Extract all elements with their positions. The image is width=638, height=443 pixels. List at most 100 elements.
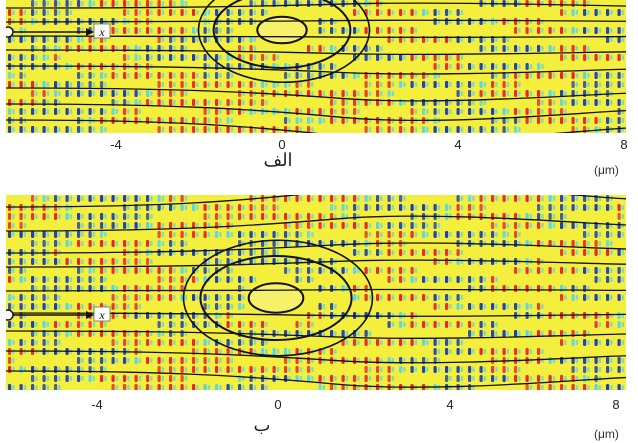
wave-cell bbox=[422, 339, 426, 346]
wave-cell bbox=[479, 330, 483, 337]
wave-cell-halo bbox=[552, 376, 556, 381]
wave-cell bbox=[456, 303, 460, 310]
wave-cell bbox=[410, 81, 414, 88]
wave-cell-halo bbox=[276, 214, 280, 219]
wave-cell bbox=[157, 321, 161, 328]
wave-cell bbox=[42, 366, 46, 373]
wave-cell bbox=[341, 27, 345, 34]
wave-cell bbox=[364, 285, 368, 292]
wave-cell-halo bbox=[12, 214, 15, 219]
wave-cell bbox=[468, 195, 472, 202]
wave-cell-halo bbox=[173, 46, 176, 51]
wave-cell bbox=[42, 384, 46, 390]
wave-cell bbox=[157, 204, 161, 211]
wave-cell-halo bbox=[253, 385, 257, 390]
wave-cell bbox=[341, 108, 345, 115]
wave-cell bbox=[456, 195, 460, 202]
wave-cell bbox=[560, 108, 564, 115]
wave-cell-halo bbox=[46, 91, 50, 96]
wave-cell bbox=[180, 117, 184, 124]
wave-cell bbox=[376, 222, 380, 229]
wave-cell bbox=[169, 330, 173, 337]
wave-cell-halo bbox=[391, 205, 395, 210]
wave-cell-halo bbox=[196, 205, 199, 210]
wave-cell bbox=[525, 90, 529, 97]
wave-cell bbox=[560, 27, 564, 34]
x-tick-a-3: 8 bbox=[620, 137, 628, 152]
wave-cell-halo bbox=[541, 304, 544, 309]
wave-cell-halo bbox=[437, 64, 441, 69]
wave-cell bbox=[146, 258, 150, 265]
wave-cell-halo bbox=[529, 349, 533, 354]
wave-cell-halo bbox=[299, 82, 303, 87]
wave-cell-halo bbox=[598, 232, 602, 237]
wave-cell bbox=[169, 222, 173, 229]
wave-cell-halo bbox=[127, 10, 130, 15]
wave-cell bbox=[468, 330, 472, 337]
wave-cell-halo bbox=[449, 109, 452, 114]
wave-cell-halo bbox=[288, 241, 291, 246]
wave-cell bbox=[422, 72, 426, 79]
wave-cell-halo bbox=[265, 1, 268, 6]
wave-cell-halo bbox=[391, 223, 395, 228]
wave-cell-halo bbox=[472, 196, 475, 201]
wave-cell bbox=[157, 357, 161, 364]
wave-cell-halo bbox=[345, 340, 349, 345]
wave-cell bbox=[272, 249, 276, 256]
wave-cell-halo bbox=[506, 232, 510, 237]
wave-cell-halo bbox=[161, 37, 165, 42]
wave-cell bbox=[307, 267, 311, 274]
wave-cell-halo bbox=[472, 205, 475, 210]
wave-cell bbox=[594, 231, 598, 238]
marker-label-box bbox=[93, 23, 111, 39]
wave-cell-halo bbox=[46, 385, 50, 390]
wave-cell-halo bbox=[12, 340, 15, 345]
wave-cell-halo bbox=[437, 277, 441, 282]
wave-cell-halo bbox=[184, 28, 188, 33]
wave-cell bbox=[537, 117, 541, 124]
wave-cell bbox=[180, 330, 184, 337]
wave-cell bbox=[606, 231, 610, 238]
wave-cell-halo bbox=[380, 55, 383, 60]
wave-cell bbox=[180, 339, 184, 346]
wave-cell bbox=[376, 366, 380, 373]
wave-cell bbox=[19, 126, 23, 133]
wave-cell bbox=[307, 276, 311, 283]
wave-cell bbox=[249, 339, 253, 346]
wave-cell bbox=[111, 357, 115, 364]
wave-cell bbox=[123, 357, 127, 364]
wave-cell-halo bbox=[541, 100, 544, 105]
wave-cell bbox=[295, 81, 299, 88]
wave-cell bbox=[560, 375, 564, 382]
wave-cell bbox=[261, 231, 265, 238]
wave-cell bbox=[295, 267, 299, 274]
wave-cell-halo bbox=[391, 127, 395, 132]
wave-cell bbox=[31, 285, 35, 292]
wave-cell bbox=[307, 126, 311, 133]
wave-cell-halo bbox=[299, 223, 303, 228]
wave-cell-halo bbox=[495, 73, 498, 78]
wave-cell bbox=[594, 267, 598, 274]
wave-cell bbox=[353, 267, 357, 274]
wave-cell bbox=[249, 366, 253, 373]
wave-cell-halo bbox=[58, 304, 61, 309]
wave-cell bbox=[571, 285, 575, 292]
wave-cell bbox=[31, 231, 35, 238]
wave-cell bbox=[31, 330, 35, 337]
wave-cell bbox=[192, 126, 196, 133]
wave-cell bbox=[353, 9, 357, 16]
wave-cell bbox=[215, 9, 219, 16]
wave-cell bbox=[617, 117, 621, 124]
wave-cell bbox=[433, 303, 437, 310]
wave-cell bbox=[537, 45, 541, 52]
wave-cell-halo bbox=[587, 340, 590, 345]
wave-cell bbox=[19, 294, 23, 301]
wave-cell bbox=[65, 126, 69, 133]
wave-cell bbox=[111, 213, 115, 220]
wave-cell-halo bbox=[380, 295, 383, 300]
wave-cell bbox=[514, 90, 518, 97]
wave-cell-halo bbox=[23, 127, 27, 132]
wave-cell bbox=[100, 213, 104, 220]
wave-cell-halo bbox=[610, 241, 613, 246]
wave-cell-halo bbox=[242, 385, 245, 390]
